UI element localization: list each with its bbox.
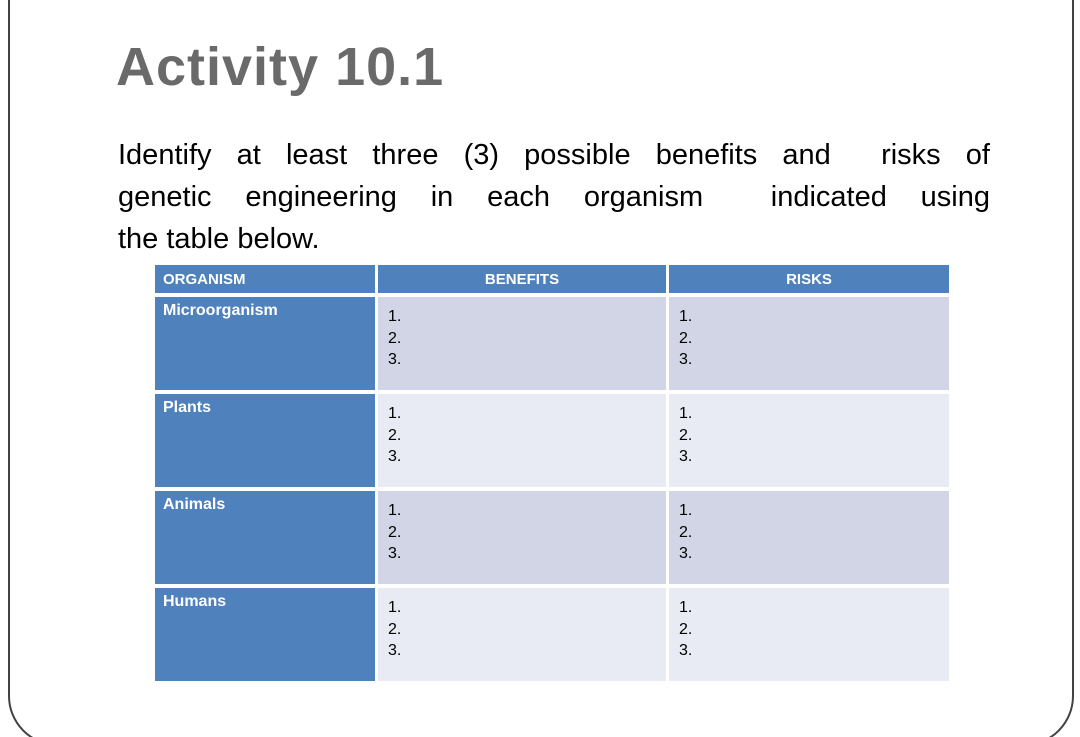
list-number: 2. bbox=[679, 329, 693, 347]
instruction-line-2: genetic engineering in each organism ind… bbox=[118, 181, 990, 213]
table-header-risks: RISKS bbox=[669, 265, 949, 293]
activity-table: ORGANISM BENEFITS RISKS Microorganism 1.… bbox=[155, 265, 949, 681]
organism-cell: Microorganism bbox=[155, 297, 375, 390]
list-number: 2. bbox=[388, 620, 402, 638]
list-number: 2. bbox=[388, 523, 402, 541]
list-number: 1. bbox=[388, 308, 402, 325]
list-number: 1. bbox=[679, 502, 693, 519]
list-number: 3. bbox=[388, 642, 402, 659]
list-number: 1. bbox=[388, 502, 402, 519]
activity-instructions: Identify at least three (3) possible ben… bbox=[118, 134, 990, 260]
list-number: 1. bbox=[388, 599, 402, 616]
risks-cell: 1. 2. 3. bbox=[669, 394, 949, 487]
list-number: 3. bbox=[388, 545, 402, 562]
list-number: 2. bbox=[679, 426, 693, 444]
risks-cell: 1. 2. 3. bbox=[669, 297, 949, 390]
instruction-line-3: the table below. bbox=[118, 223, 320, 255]
risks-cell: 1. 2. 3. bbox=[669, 491, 949, 584]
instruction-line-1: Identify at least three (3) possible ben… bbox=[118, 139, 990, 171]
table-header-benefits: BENEFITS bbox=[378, 265, 666, 293]
list-number: 3. bbox=[388, 351, 402, 368]
organism-cell: Humans bbox=[155, 588, 375, 681]
list-number: 2. bbox=[388, 426, 402, 444]
benefits-cell: 1. 2. 3. bbox=[378, 394, 666, 487]
slide-title: Activity 10.1 bbox=[116, 37, 445, 97]
benefits-cell: 1. 2. 3. bbox=[378, 588, 666, 681]
list-number: 1. bbox=[679, 599, 693, 616]
list-number: 1. bbox=[388, 405, 402, 422]
list-number: 3. bbox=[679, 448, 693, 465]
list-number: 1. bbox=[679, 308, 693, 325]
organism-cell: Animals bbox=[155, 491, 375, 584]
list-number: 3. bbox=[679, 351, 693, 368]
organism-cell: Plants bbox=[155, 394, 375, 487]
benefits-cell: 1. 2. 3. bbox=[378, 491, 666, 584]
risks-cell: 1. 2. 3. bbox=[669, 588, 949, 681]
benefits-cell: 1. 2. 3. bbox=[378, 297, 666, 390]
table-header-organism: ORGANISM bbox=[155, 265, 375, 293]
list-number: 2. bbox=[679, 523, 693, 541]
list-number: 2. bbox=[388, 329, 402, 347]
list-number: 2. bbox=[679, 620, 693, 638]
list-number: 3. bbox=[679, 642, 693, 659]
list-number: 3. bbox=[388, 448, 402, 465]
list-number: 3. bbox=[679, 545, 693, 562]
list-number: 1. bbox=[679, 405, 693, 422]
